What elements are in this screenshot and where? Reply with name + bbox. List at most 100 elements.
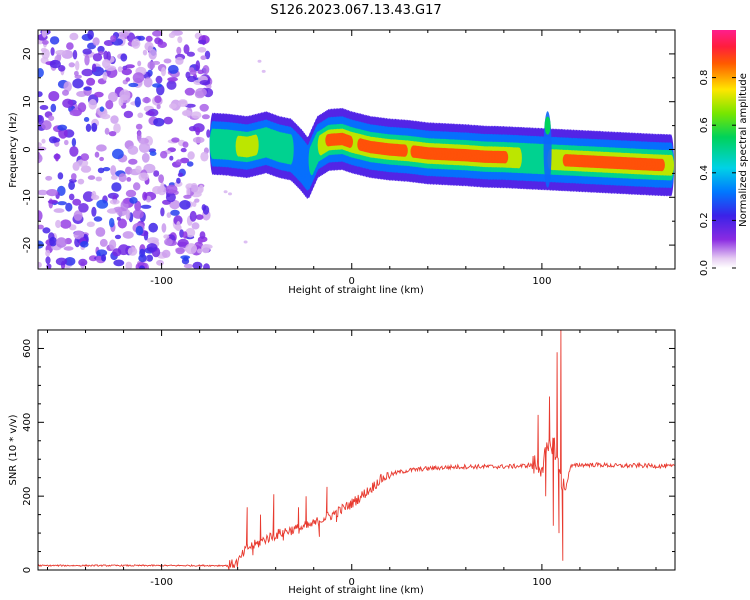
noise-speckle xyxy=(137,60,142,67)
noise-speckle xyxy=(177,172,184,177)
noise-speckle xyxy=(123,199,130,204)
noise-speckle xyxy=(131,38,141,49)
noise-speckle xyxy=(175,247,185,255)
noise-speckle xyxy=(195,214,204,220)
noise-speckle xyxy=(189,69,197,76)
noise-speckle xyxy=(145,35,153,43)
noise-speckle xyxy=(129,197,138,204)
noise-speckle xyxy=(97,167,105,174)
noise-speckle xyxy=(38,153,43,164)
noise-speckle xyxy=(132,209,144,219)
noise-speckle xyxy=(143,77,153,88)
noise-speckle xyxy=(165,192,176,203)
noise-speckle xyxy=(83,117,90,122)
noise-speckle xyxy=(101,254,107,262)
noise-speckle xyxy=(152,30,163,37)
noise-speckle xyxy=(46,189,58,197)
noise-speckle xyxy=(174,181,183,187)
noise-speckle xyxy=(57,172,64,180)
noise-speckle xyxy=(168,32,176,39)
y-tick-label: 20 xyxy=(22,48,33,61)
noise-speckle xyxy=(78,258,88,266)
noise-speckle xyxy=(69,146,79,157)
noise-speckle xyxy=(64,257,76,266)
noise-speckle xyxy=(97,45,105,53)
ridge-mark xyxy=(346,135,353,148)
snr-frame xyxy=(37,329,676,571)
noise-speckle xyxy=(69,32,79,41)
ridge-mark xyxy=(515,147,522,169)
noise-speckle xyxy=(153,117,165,127)
noise-speckle xyxy=(38,224,44,230)
colorbar-tick-label: 0.0 xyxy=(699,260,710,276)
noise-speckle xyxy=(156,104,161,110)
noise-speckle xyxy=(128,82,139,88)
noise-speckle xyxy=(116,216,121,221)
noise-speckle xyxy=(198,184,204,194)
noise-speckle xyxy=(55,257,68,266)
noise-speckle xyxy=(182,231,188,239)
y-tick-label: 400 xyxy=(22,413,33,432)
noise-speckle xyxy=(45,175,53,181)
y-tick-label: 0 xyxy=(22,567,33,573)
noise-speckle xyxy=(87,30,94,40)
noise-speckle xyxy=(117,31,130,38)
noise-speckle xyxy=(96,144,107,152)
noise-speckle xyxy=(112,148,124,160)
noise-speckle xyxy=(105,100,114,110)
noise-speckle xyxy=(86,221,95,228)
noise-speckle xyxy=(91,122,98,132)
noise-speckle xyxy=(53,208,65,213)
noise-speckle xyxy=(186,161,194,167)
noise-speckle xyxy=(45,249,51,257)
noise-speckle xyxy=(175,159,182,166)
noise-speckle xyxy=(177,36,183,44)
noise-speckle xyxy=(118,173,127,183)
noise-speckle xyxy=(186,51,195,57)
noise-speckle xyxy=(54,153,60,162)
noise-speckle xyxy=(170,209,180,216)
ridge-mark xyxy=(658,158,665,172)
noise-speckle xyxy=(155,75,163,84)
noise-speckle xyxy=(125,77,131,82)
noise-speckle xyxy=(50,47,55,56)
noise-speckle xyxy=(69,109,82,117)
noise-speckle xyxy=(83,86,92,91)
noise-speckle xyxy=(99,156,104,162)
noise-speckle xyxy=(94,151,100,158)
noise-speckle xyxy=(169,155,174,161)
ridge-mark xyxy=(667,154,674,176)
noise-speckle xyxy=(127,145,139,155)
noise-speckle xyxy=(109,199,120,205)
snr-marks xyxy=(38,330,675,570)
noise-speckle xyxy=(41,30,47,38)
noise-speckle xyxy=(203,263,210,269)
noise-speckle xyxy=(197,47,207,53)
ridge-mark xyxy=(287,134,294,165)
noise-speckle xyxy=(96,199,109,209)
ridge-mark xyxy=(252,134,259,156)
noise-speckle xyxy=(195,87,207,97)
noise-speckle xyxy=(181,109,192,117)
noise-speckle xyxy=(176,46,182,55)
noise-speckle xyxy=(194,198,200,203)
noise-speckle xyxy=(147,61,156,70)
noise-speckle xyxy=(176,221,181,230)
noise-speckle xyxy=(76,159,89,167)
noise-speckle xyxy=(183,194,192,199)
noise-speckle xyxy=(118,97,124,107)
noise-speckle xyxy=(78,203,89,213)
noise-speckle xyxy=(134,96,141,108)
noise-speckle xyxy=(201,204,207,211)
noise-speckle xyxy=(104,127,110,135)
noise-speckle xyxy=(135,123,143,130)
noise-speckle xyxy=(49,236,57,247)
noise-speckle xyxy=(199,103,209,112)
y-tick-label: 200 xyxy=(22,487,33,506)
noise-speckle xyxy=(121,68,132,76)
noise-speckle xyxy=(110,115,119,124)
noise-speckle xyxy=(189,210,197,222)
colorbar: 0.0 0.2 0.4 0.6 0.8 Normalized spectral ampl… xyxy=(699,30,749,276)
noise-speckle xyxy=(152,186,163,195)
